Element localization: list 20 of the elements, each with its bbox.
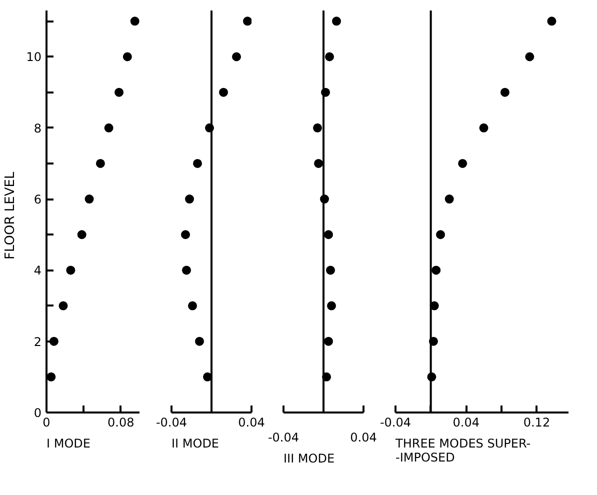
- x-tick-label: 0.12: [523, 416, 550, 430]
- x-tick-label: 0.08: [108, 416, 134, 430]
- x-tick-label: -0.04: [156, 416, 188, 430]
- text: III MODE: [284, 452, 335, 466]
- x-tick-label: 0.04: [350, 430, 377, 444]
- text: II MODE: [172, 436, 220, 450]
- x-tick-label: -0.04: [380, 416, 412, 430]
- text: THREE MODES SUPER- -IMPOSED: [394, 436, 531, 464]
- x-tick-label: 0: [42, 416, 50, 430]
- y-axis-title: FLOOR LEVEL: [3, 171, 18, 260]
- y-tick-label: 10: [26, 50, 42, 64]
- y-tick-label: 4: [34, 264, 42, 278]
- text: I MODE: [46, 436, 90, 450]
- y-tick-label: 8: [34, 121, 42, 136]
- y-tick-label: 2: [34, 334, 42, 349]
- x-tick-label: 0.04: [452, 416, 480, 430]
- x-tick-label: 0.04: [238, 416, 265, 430]
- y-tick-label: 6: [34, 192, 42, 207]
- y-tick-label: 0: [34, 406, 42, 420]
- x-tick-label: -0.04: [268, 430, 300, 444]
